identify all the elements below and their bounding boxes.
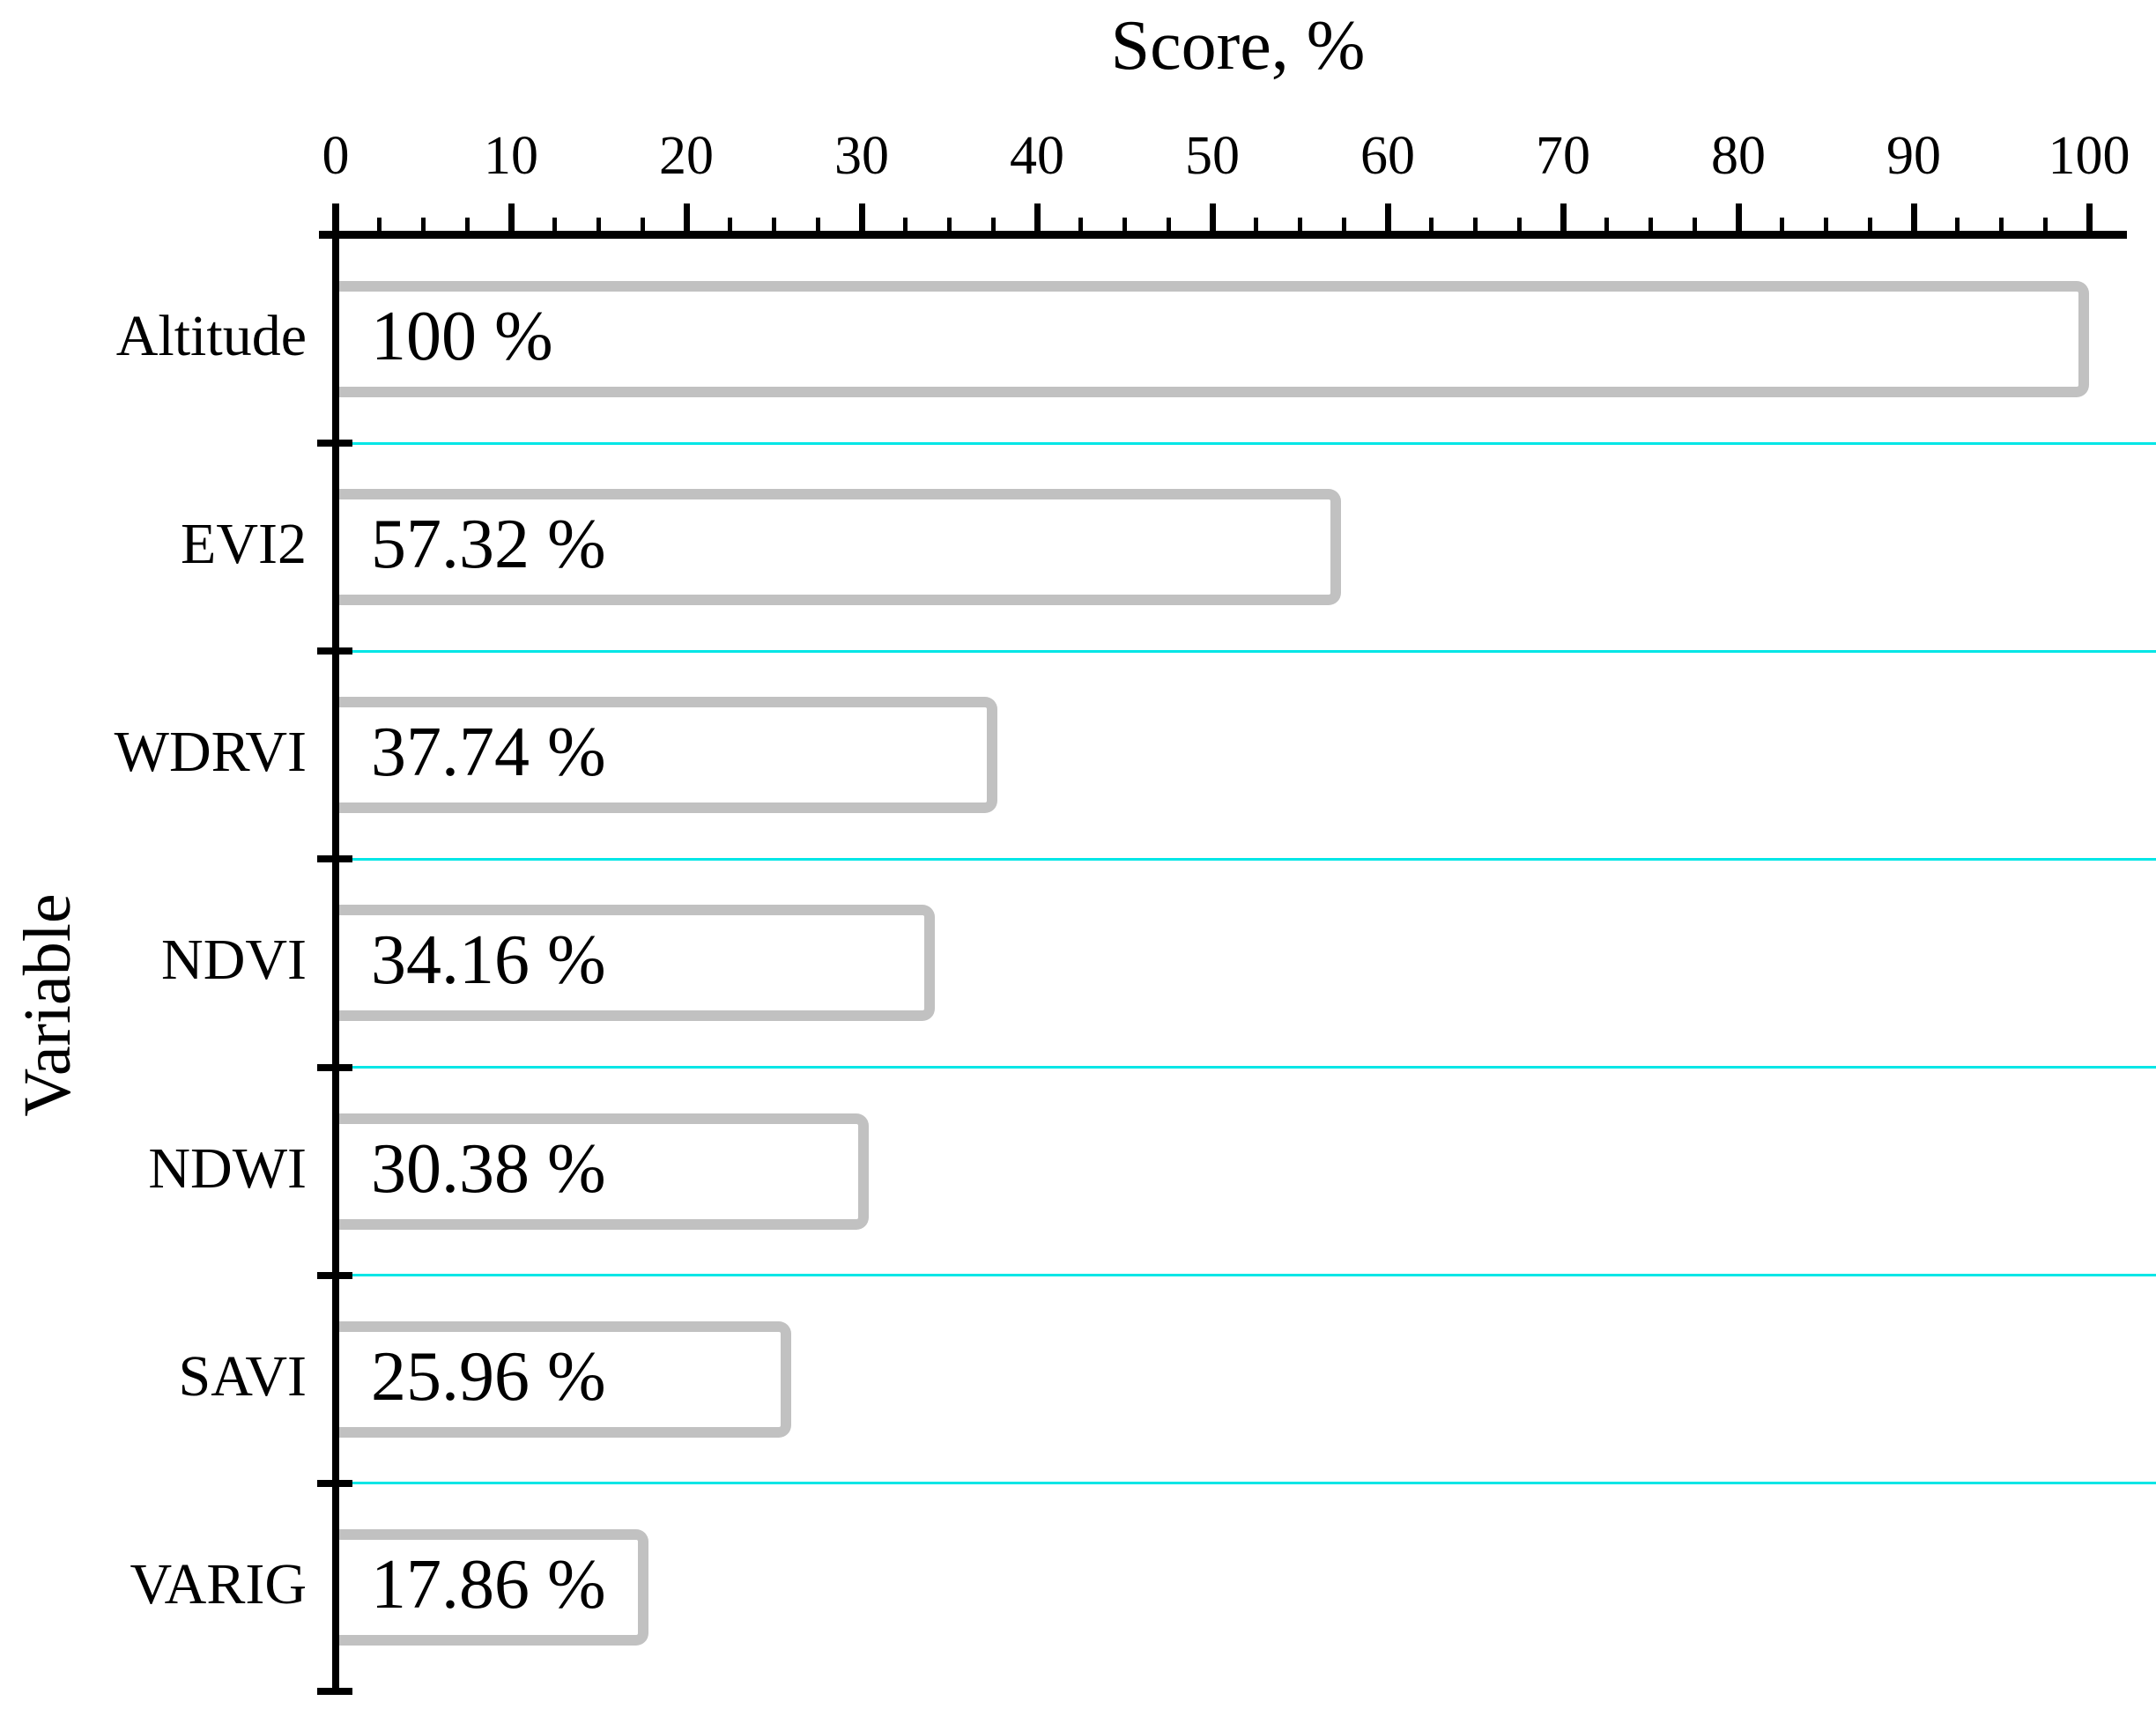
y-boundary-tick xyxy=(317,1271,352,1279)
x-minor-tick xyxy=(377,218,382,235)
bar-evi2 xyxy=(336,489,1341,606)
x-tick-label: 100 xyxy=(2048,126,2130,186)
x-minor-tick xyxy=(640,218,645,235)
bar-value-label: 100 % xyxy=(371,298,553,376)
x-tick-label: 10 xyxy=(484,126,538,186)
y-axis-line xyxy=(332,203,339,1695)
x-tick-label: 60 xyxy=(1360,126,1415,186)
x-minor-tick xyxy=(1604,218,1610,235)
bar-varig xyxy=(336,1528,649,1646)
category-separator-line xyxy=(336,857,2156,861)
x-axis-line xyxy=(319,231,2127,239)
bar-value-label: 34.16 % xyxy=(371,921,606,1000)
bar-value-label: 57.32 % xyxy=(371,506,606,584)
x-major-tick xyxy=(683,203,690,235)
y-boundary-tick xyxy=(317,855,352,863)
bar-value-label: 30.38 % xyxy=(371,1129,606,1208)
bar-value-label: 37.74 % xyxy=(371,714,606,792)
category-label-savi: SAVI xyxy=(178,1343,307,1409)
y-boundary-tick xyxy=(317,440,352,447)
category-separator-line xyxy=(336,1274,2156,1277)
category-label-ndwi: NDWI xyxy=(148,1135,307,1201)
x-minor-tick xyxy=(1824,218,1828,235)
chart-title: Score, % xyxy=(1110,7,1366,85)
bar-savi xyxy=(336,1320,791,1438)
bar-wdrvi xyxy=(336,697,998,814)
x-minor-tick xyxy=(1999,218,2004,235)
x-tick-label: 20 xyxy=(659,126,714,186)
x-tick-label: 0 xyxy=(322,126,350,186)
x-major-tick xyxy=(508,203,515,235)
y-boundary-tick xyxy=(317,647,352,655)
x-tick-label: 70 xyxy=(1536,126,1590,186)
x-minor-tick xyxy=(1648,218,1653,235)
category-separator-line xyxy=(336,441,2156,445)
x-minor-tick xyxy=(1166,218,1171,235)
x-tick-label: 40 xyxy=(1010,126,1064,186)
x-minor-tick xyxy=(1780,218,1785,235)
x-tick-label: 50 xyxy=(1185,126,1240,186)
category-separator-line xyxy=(336,1482,2156,1485)
x-minor-tick xyxy=(1078,218,1084,235)
category-separator-line xyxy=(336,649,2156,653)
x-minor-tick xyxy=(552,218,558,235)
x-minor-tick xyxy=(596,218,601,235)
category-label-ndvi: NDVI xyxy=(161,928,307,993)
x-minor-tick xyxy=(1516,218,1522,235)
x-minor-tick xyxy=(947,218,952,235)
x-minor-tick xyxy=(1867,218,1872,235)
category-label-wdrvi: WDRVI xyxy=(114,720,307,785)
x-minor-tick xyxy=(1429,218,1434,235)
x-major-tick xyxy=(2086,203,2093,235)
x-minor-tick xyxy=(990,218,996,235)
category-separator-line xyxy=(336,1066,2156,1069)
x-major-tick xyxy=(1910,203,1917,235)
bar-ndvi xyxy=(336,905,935,1022)
x-minor-tick xyxy=(1122,218,1127,235)
x-major-tick xyxy=(858,203,865,235)
x-tick-label: 90 xyxy=(1886,126,1941,186)
x-tick-label: 80 xyxy=(1711,126,1766,186)
y-axis-title: Variable xyxy=(11,893,85,1117)
x-minor-tick xyxy=(903,218,908,235)
x-minor-tick xyxy=(1692,218,1697,235)
x-minor-tick xyxy=(421,218,426,235)
category-label-evi2: EVI2 xyxy=(181,512,307,577)
x-major-tick xyxy=(1034,203,1041,235)
y-boundary-tick xyxy=(317,1063,352,1071)
x-minor-tick xyxy=(728,218,733,235)
category-label-varig: VARIG xyxy=(130,1551,307,1616)
bar-ndwi xyxy=(336,1113,869,1230)
x-minor-tick xyxy=(1955,218,1960,235)
x-minor-tick xyxy=(815,218,820,235)
category-label-altitude: Altitude xyxy=(115,304,307,369)
x-minor-tick xyxy=(464,218,470,235)
bar-value-label: 25.96 % xyxy=(371,1337,606,1416)
x-major-tick xyxy=(1735,203,1742,235)
x-minor-tick xyxy=(1254,218,1259,235)
x-minor-tick xyxy=(2042,218,2048,235)
x-minor-tick xyxy=(1473,218,1478,235)
y-boundary-tick xyxy=(317,1687,352,1695)
x-minor-tick xyxy=(1298,218,1302,235)
x-major-tick xyxy=(1209,203,1216,235)
x-major-tick xyxy=(1384,203,1391,235)
x-minor-tick xyxy=(772,218,776,235)
x-major-tick xyxy=(1560,203,1567,235)
x-tick-label: 30 xyxy=(834,126,889,186)
bar-altitude xyxy=(336,281,2089,398)
x-minor-tick xyxy=(1341,218,1346,235)
y-boundary-tick xyxy=(317,1479,352,1487)
bar-value-label: 17.86 % xyxy=(371,1545,606,1624)
